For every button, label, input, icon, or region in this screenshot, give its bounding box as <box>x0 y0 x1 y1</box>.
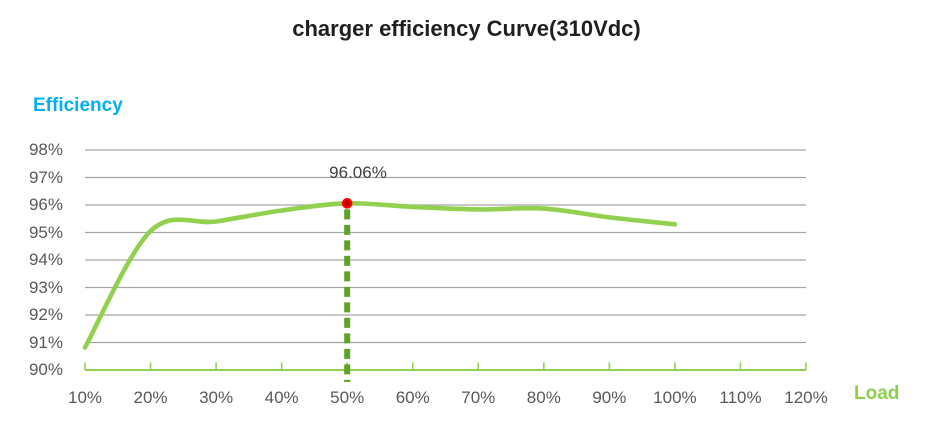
y-tick-label: 97% <box>28 167 63 187</box>
x-tick-label: 70% <box>461 388 496 407</box>
chart-title: charger efficiency Curve(310Vdc) <box>292 16 641 41</box>
x-tick-label: 30% <box>199 388 234 407</box>
x-tick-label: 110% <box>719 388 762 407</box>
x-tick-label: 90% <box>592 388 627 407</box>
x-tick-label: 120% <box>784 388 828 407</box>
x-tick-label: 80% <box>526 388 561 407</box>
y-tick-label: 93% <box>28 277 63 297</box>
x-tick-label: 60% <box>395 388 430 407</box>
x-tick-label: 50% <box>330 388 365 407</box>
y-tick-label: 94% <box>28 250 63 269</box>
peak-value-label: 96.06% <box>329 163 387 182</box>
x-tick-label: 10% <box>67 388 103 407</box>
x-axis-title: Load <box>854 383 900 404</box>
x-tick-label: 20% <box>133 388 168 407</box>
peak-marker-icon <box>341 198 353 209</box>
y-tick-label: 95% <box>28 222 63 242</box>
x-tick-label: 100% <box>653 388 697 407</box>
y-axis-title: Efficiency <box>33 95 123 116</box>
y-tick-label: 92% <box>28 305 63 324</box>
y-tick-label: 98% <box>28 140 63 159</box>
y-tick-label: 90% <box>28 360 63 379</box>
y-tick-label: 91% <box>28 332 63 352</box>
x-tick-label: 40% <box>264 388 299 407</box>
efficiency-curve <box>82 200 678 350</box>
y-tick-label: 96% <box>28 195 63 214</box>
